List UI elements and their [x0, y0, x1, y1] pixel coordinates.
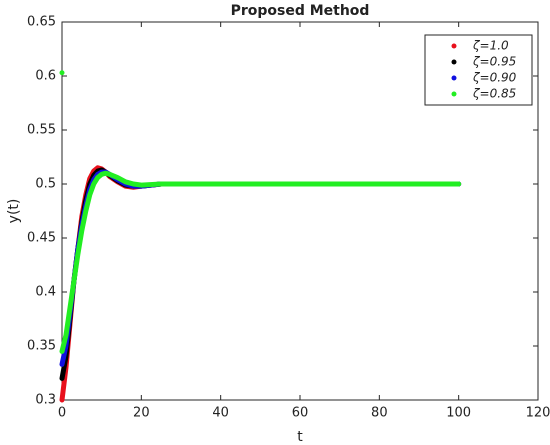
- y-axis-label: y(t): [6, 199, 22, 224]
- series-line: [59, 70, 462, 354]
- legend: ζ=1.0 ζ=0.95 ζ=0.90 ζ=0.85: [424, 34, 533, 106]
- legend-label: ζ=1.0: [472, 39, 509, 53]
- legend-label: ζ=0.90: [472, 71, 517, 85]
- x-tick-label: 60: [292, 406, 309, 421]
- y-tick-label: 0.5: [35, 177, 56, 192]
- y-tick-label: 0.6: [35, 69, 56, 84]
- x-axis-label: t: [297, 429, 303, 445]
- x-tick-label: 120: [526, 406, 550, 421]
- legend-marker: [451, 59, 457, 65]
- y-tick-label: 0.65: [27, 15, 56, 30]
- x-tick-label: 20: [133, 406, 150, 421]
- y-tick-label: 0.35: [27, 339, 56, 354]
- legend-marker: [451, 91, 457, 97]
- chart-title: Proposed Method: [231, 3, 370, 19]
- legend-marker: [451, 43, 457, 49]
- x-tick-label: 40: [212, 406, 229, 421]
- y-tick-label: 0.55: [27, 123, 56, 138]
- y-tick-label: 0.45: [27, 231, 56, 246]
- y-tick-label: 0.4: [35, 285, 56, 300]
- legend-box: [424, 34, 533, 106]
- legend-marker: [451, 75, 457, 81]
- x-tick-label: 0: [58, 406, 66, 421]
- legend-label: ζ=0.85: [472, 87, 516, 101]
- x-tick-label: 100: [446, 406, 471, 421]
- x-tick-label: 80: [371, 406, 388, 421]
- y-tick-label: 0.3: [35, 393, 56, 408]
- legend-label: ζ=0.95: [472, 55, 516, 69]
